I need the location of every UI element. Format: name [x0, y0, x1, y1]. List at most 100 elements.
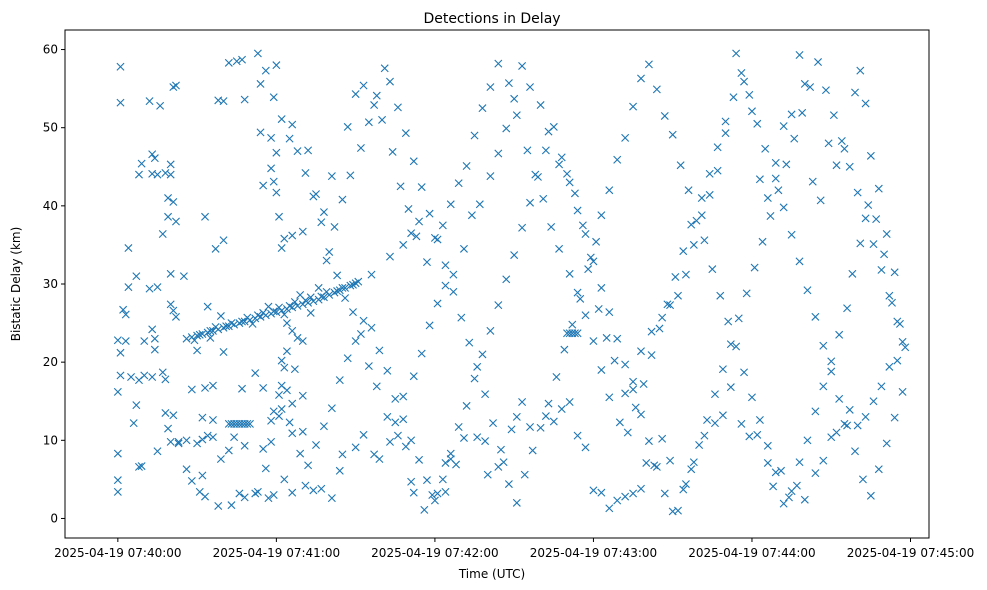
data-point [755, 415, 764, 424]
data-point [206, 333, 215, 342]
data-point [238, 55, 247, 64]
data-point [272, 148, 281, 157]
data-point [761, 144, 770, 153]
data-point [232, 57, 241, 66]
data-point [557, 153, 566, 162]
data-point [874, 465, 883, 474]
data-point [473, 433, 482, 442]
data-point [557, 405, 566, 414]
data-point [742, 289, 751, 298]
data-point [187, 476, 196, 485]
data-point [494, 301, 503, 310]
data-point [261, 464, 270, 473]
data-point [858, 475, 867, 484]
data-point [565, 269, 574, 278]
data-point [872, 215, 881, 224]
data-point [507, 425, 516, 434]
data-point [216, 312, 225, 321]
data-point [206, 326, 215, 335]
data-point [116, 348, 125, 357]
data-point [573, 431, 582, 440]
data-point [655, 324, 664, 333]
data-point [755, 175, 764, 184]
data-point [169, 411, 178, 420]
data-point [201, 492, 210, 501]
y-tick-label: 0 [50, 511, 58, 525]
data-point [364, 362, 373, 371]
data-point [267, 416, 276, 425]
data-point [597, 365, 606, 374]
data-point [116, 98, 125, 107]
data-point [158, 368, 167, 377]
data-point [285, 134, 294, 143]
data-point [240, 441, 249, 450]
data-point [430, 496, 439, 505]
data-point [407, 477, 416, 486]
data-point [758, 237, 767, 246]
data-point [343, 354, 352, 363]
data-point [298, 337, 307, 346]
data-point [269, 177, 278, 186]
data-point [882, 229, 891, 238]
data-point [740, 368, 749, 377]
data-point [576, 294, 585, 303]
data-point [674, 291, 682, 300]
y-axis-label: Bistatic Delay (km) [9, 227, 23, 342]
data-point [734, 314, 743, 323]
data-point [465, 338, 474, 347]
data-point [346, 281, 355, 290]
data-point [494, 59, 503, 68]
data-point [187, 385, 196, 394]
data-point [470, 131, 479, 140]
data-point [261, 66, 270, 75]
data-point [325, 247, 334, 256]
data-point [528, 446, 537, 455]
data-point [811, 312, 820, 321]
data-point [407, 436, 416, 445]
data-point [182, 334, 191, 343]
data-point [304, 146, 313, 155]
data-point [523, 146, 532, 155]
data-point [338, 450, 347, 459]
data-point [383, 366, 392, 375]
data-point [298, 300, 307, 309]
data-point [710, 390, 719, 399]
data-point [359, 430, 368, 439]
data-point [589, 337, 598, 346]
data-point [198, 413, 207, 422]
data-point [747, 393, 756, 402]
data-point [296, 290, 305, 299]
data-point [499, 458, 508, 467]
data-point [267, 133, 276, 142]
data-point [282, 319, 291, 328]
data-point [430, 233, 439, 242]
data-point [306, 308, 315, 317]
data-point [893, 317, 902, 326]
data-point [893, 356, 902, 365]
data-point [372, 382, 381, 391]
x-tick-label: 2025-04-19 07:42:00 [371, 546, 498, 560]
data-point [578, 221, 587, 230]
data-point [211, 322, 220, 331]
data-point [399, 415, 408, 424]
data-point [763, 194, 772, 203]
data-point [782, 160, 791, 169]
data-point [705, 190, 714, 199]
data-point [182, 436, 191, 445]
data-point [275, 390, 284, 399]
data-point [449, 287, 458, 296]
data-point [658, 313, 667, 322]
data-point [409, 372, 418, 381]
data-point [293, 333, 302, 342]
data-point [433, 299, 442, 308]
data-point [605, 393, 614, 402]
data-point [256, 312, 265, 321]
data-point [145, 97, 154, 106]
y-tick-label: 40 [43, 199, 58, 213]
data-point [264, 494, 273, 503]
data-point [446, 449, 455, 458]
data-point [668, 130, 677, 139]
data-point [401, 442, 410, 451]
data-point [687, 465, 696, 474]
data-point [422, 258, 431, 267]
